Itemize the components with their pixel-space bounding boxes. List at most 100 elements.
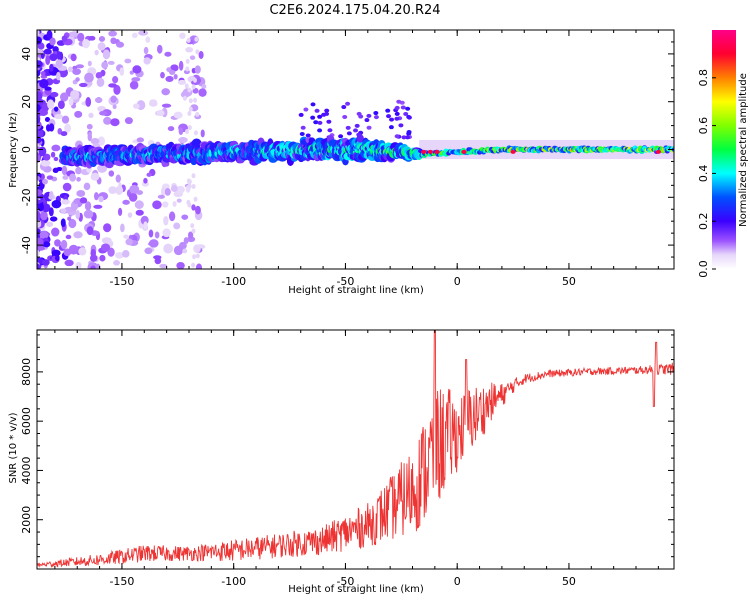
band-cell <box>356 134 364 143</box>
noise-cell <box>187 183 192 189</box>
noise-cell <box>60 208 67 214</box>
noise-cell <box>159 263 168 269</box>
noise-cell <box>37 189 43 196</box>
noise-cell <box>194 36 199 42</box>
noise-cell <box>65 234 72 240</box>
noise-cell <box>62 182 72 192</box>
y-tick-label: 6000 <box>20 407 33 435</box>
colorbar-ticks: 0.0 0.2 0.4 0.6 0.8 <box>697 69 716 278</box>
noise-cell <box>129 80 139 90</box>
noise-cell <box>75 77 80 82</box>
noise-cell <box>163 216 169 226</box>
noise-cell <box>108 83 117 88</box>
noise-cell <box>144 247 153 255</box>
noise-cell <box>354 123 360 128</box>
noise-cell <box>338 134 344 139</box>
noise-cell <box>56 71 61 81</box>
noise-cell <box>386 114 392 119</box>
noise-cell <box>314 108 320 113</box>
y-tick-label: 8000 <box>20 358 33 386</box>
noise-cell <box>187 231 194 239</box>
noise-cell <box>82 38 90 49</box>
noise-cell <box>41 259 50 266</box>
noise-cell <box>95 72 103 79</box>
noise-cell <box>68 244 79 255</box>
noise-cell <box>48 207 54 217</box>
noise-cell <box>148 100 158 107</box>
noise-cell <box>77 32 85 42</box>
noise-cell <box>191 228 196 234</box>
noise-cell <box>187 111 192 117</box>
snr-ylabel: SNR (10 * v/v) <box>8 412 19 483</box>
noise-cell <box>76 190 86 197</box>
noise-cell <box>317 128 323 133</box>
noise-cell <box>135 209 144 216</box>
noise-cell <box>193 97 198 103</box>
noise-cell <box>60 92 69 102</box>
noise-cell <box>39 230 49 239</box>
noise-cell <box>324 108 330 113</box>
noise-cell <box>112 76 119 84</box>
noise-cell <box>115 252 125 259</box>
noise-cell <box>113 260 121 266</box>
noise-cell <box>173 222 181 230</box>
noise-cell <box>42 241 51 248</box>
noise-cell <box>129 184 140 194</box>
noise-cell <box>317 120 323 125</box>
noise-cell <box>200 129 205 138</box>
noise-cell <box>123 234 129 239</box>
noise-cell <box>162 201 169 208</box>
noise-cell <box>110 95 117 103</box>
noise-cell <box>161 88 171 96</box>
noise-cell <box>70 89 80 100</box>
noise-cell <box>61 165 68 176</box>
noise-cell <box>188 98 193 104</box>
noise-cell <box>193 77 198 83</box>
colorbar-tick-label: 0.4 <box>697 165 710 183</box>
noise-cell <box>191 204 196 211</box>
noise-cell <box>162 228 171 238</box>
noise-cell <box>61 199 70 205</box>
noise-cell <box>176 198 182 203</box>
y-tick-label: 2000 <box>20 506 33 534</box>
noise-cell <box>68 97 74 106</box>
snr-xlabel: Height of straight line (km) <box>288 584 424 595</box>
noise-cell <box>129 70 134 75</box>
noise-cell <box>138 30 149 36</box>
noise-cell <box>110 37 117 45</box>
noise-cell <box>48 123 55 132</box>
noise-cell <box>134 200 144 209</box>
noise-cell <box>373 111 379 116</box>
band-peak <box>434 149 440 154</box>
noise-cell <box>57 100 65 110</box>
noise-cell <box>108 186 117 194</box>
noise-cell <box>50 151 56 158</box>
noise-cell <box>90 137 100 145</box>
noise-cell <box>394 105 400 110</box>
noise-cell <box>108 170 115 177</box>
noise-cell <box>50 91 59 98</box>
noise-cell <box>156 109 165 117</box>
noise-cell <box>394 134 400 139</box>
noise-cell <box>173 245 184 256</box>
noise-cell <box>37 60 43 69</box>
x-tick-label: -150 <box>109 275 134 288</box>
noise-cell <box>51 144 61 152</box>
noise-cell <box>37 220 42 228</box>
noise-cell <box>85 97 92 107</box>
noise-cell <box>298 112 304 117</box>
noise-cell <box>90 172 100 181</box>
noise-cell <box>161 103 172 108</box>
band-peak <box>427 149 433 154</box>
noise-cell <box>132 65 142 74</box>
noise-cell <box>37 203 45 212</box>
noise-cell <box>90 265 96 269</box>
noise-cell <box>191 184 196 190</box>
noise-cell <box>56 51 62 60</box>
noise-cell <box>38 146 47 157</box>
noise-cell <box>46 175 54 180</box>
noise-cell <box>181 214 189 220</box>
colorbar-tick-label: 0.8 <box>697 69 710 87</box>
y-tick-label: 40 <box>20 47 33 61</box>
noise-cell <box>127 212 133 218</box>
